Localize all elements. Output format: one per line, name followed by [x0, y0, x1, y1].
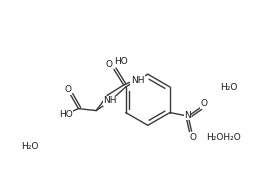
- Text: O: O: [201, 99, 208, 108]
- Text: NH: NH: [103, 96, 117, 105]
- Text: H₂OH₂O: H₂OH₂O: [206, 133, 241, 142]
- Text: O: O: [64, 85, 71, 94]
- Text: NH: NH: [131, 76, 144, 85]
- Text: HO: HO: [114, 57, 128, 66]
- Text: HO: HO: [59, 110, 73, 119]
- Text: O: O: [189, 133, 196, 142]
- Text: H₂O: H₂O: [220, 83, 237, 92]
- Text: O: O: [106, 60, 112, 69]
- Text: N: N: [184, 111, 191, 120]
- Text: H₂O: H₂O: [21, 142, 38, 151]
